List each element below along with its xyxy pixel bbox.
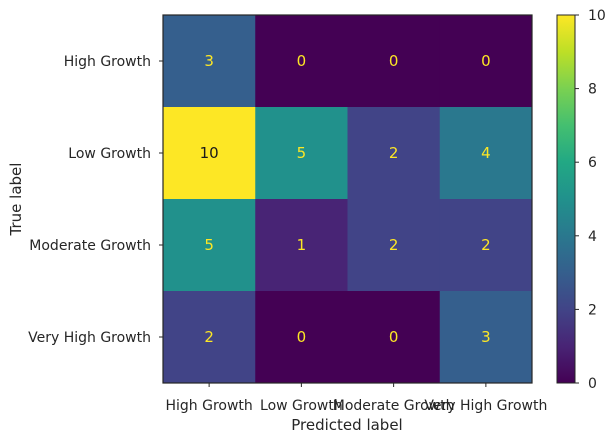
colorbar-tick-label: 4 [588,229,597,245]
x-axis-label: Predicted label [291,416,402,434]
y-tick-label: High Growth [64,54,151,70]
heatmap-cell [439,199,533,292]
cell-value-label: 0 [297,52,307,70]
plot-frame [162,14,533,384]
x-tick-label: Low Growth [260,398,343,414]
cell-value-label: 2 [389,236,399,254]
cell-value-label: 2 [481,236,491,254]
heatmap-cell [439,291,533,384]
cell-value-label: 10 [200,144,219,162]
y-axis-label: True label [7,163,25,237]
heatmap-cell [439,15,533,108]
cell-value-label: 2 [389,144,399,162]
heatmap-cell [347,15,441,108]
cell-value-label: 4 [481,144,491,162]
heatmap-cell [255,199,348,292]
colorbar-tick-label: 8 [588,82,597,98]
heatmap-cell [255,107,348,200]
cell-value-label: 2 [204,328,214,346]
cell-value-label: 3 [204,52,214,70]
x-tick-label: Very High Growth [424,398,547,414]
cell-value-label: 5 [297,144,307,162]
heatmap-cell [163,107,256,200]
heatmap-cell [163,199,256,292]
y-tick-labels: High Growth Low Growth Moderate Growth Very… [28,54,163,346]
colorbar-tick-label: 6 [588,155,597,171]
y-tick-label: Moderate Growth [29,238,151,254]
colorbar-tick-label: 0 [588,376,597,392]
cell-value-label: 0 [389,52,399,70]
heatmap-cell [347,199,441,292]
cell-value-label: 1 [297,236,307,254]
heatmap-cell [255,15,348,108]
cell-value-label: 0 [481,52,491,70]
heatmap-cell [347,291,441,384]
heatmap-cell [347,107,441,200]
x-tick-label: High Growth [165,398,252,414]
cell-value-label: 0 [297,328,307,346]
y-tick-label: Low Growth [68,146,151,162]
cell-value-label: 0 [389,328,399,346]
heatmap-cells: 3 0 0 0 10 5 2 4 5 1 2 2 2 0 0 3 [163,15,533,384]
colorbar-ticks: 0 2 4 6 8 10 [575,8,606,392]
colorbar [556,14,576,384]
y-tick-label: Very High Growth [28,330,151,346]
colorbar-tick-label: 10 [588,8,606,24]
heatmap-cell [163,15,256,108]
heatmap-cell [255,291,348,384]
cell-value-label: 5 [204,236,214,254]
heatmap-cell [439,107,533,200]
x-tick-label: Moderate Growth [333,398,455,414]
colorbar-tick-label: 2 [588,302,597,318]
heatmap-cell [163,291,256,384]
cell-value-label: 3 [481,328,491,346]
